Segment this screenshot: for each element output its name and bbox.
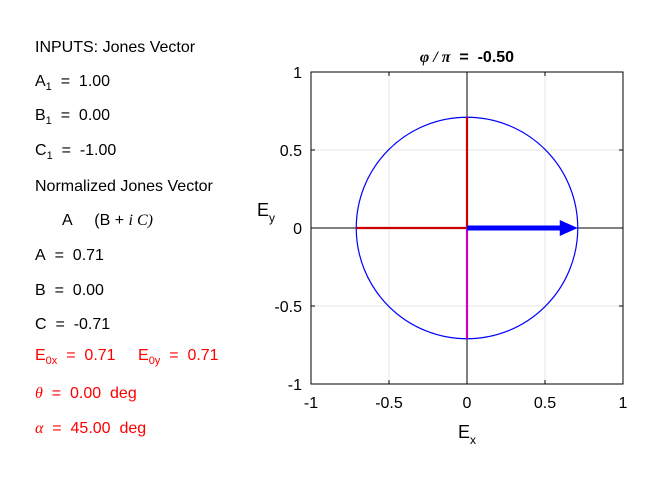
x-axis-label: Ex [458,422,476,447]
e0y-sub: 0y [148,355,161,367]
normalized-a-row: A = 0.71 [35,247,104,264]
e0y-label: E [138,347,149,364]
y-tick-label: 0.5 [280,143,302,160]
normalized-a-label: A [35,247,46,264]
input-b-sub: 1 [45,115,52,127]
amplitude-row: E0x = 0.71 E0y = 0.71 [35,347,219,367]
e0x-sub: 0x [45,355,58,367]
normalized-b-value: 0.00 [72,282,104,299]
y-tick-label: 0 [293,221,302,238]
y-tick-label: -0.5 [274,299,302,316]
y-tick-label: 1 [293,65,302,82]
x-tick-label: -1 [304,395,318,412]
normalized-c-label: C [35,316,47,333]
theta-symbol: θ [35,385,43,402]
x-tick-label: 0 [463,395,472,412]
input-c-label: C [35,142,47,159]
input-b-row: B1 = 0.00 [35,107,111,127]
alpha-unit: deg [119,420,147,437]
input-a-value: 1.00 [78,73,111,90]
normalized-heading: Normalized Jones Vector [35,178,213,195]
theta-row: θ = 0.00 deg [35,385,137,402]
normalized-b-label: B [35,282,46,299]
normalized-b-row: B = 0.00 [35,282,104,299]
chart-title-value: -0.50 [478,49,515,66]
x-tick-label: 1 [619,395,628,412]
y-tick-label: -1 [288,377,302,394]
field-vector-arrowhead [559,220,578,236]
normalized-form-a: A [62,212,72,229]
input-a-label: A [35,73,46,90]
input-a-row: A1 = 1.00 [35,73,111,93]
alpha-row: α = 45.00 deg [35,420,147,437]
normalized-c-value: -0.71 [73,316,111,333]
normalized-form-c: C) [132,212,153,229]
normalized-c-row: C = -0.71 [35,316,111,333]
e0x-label: E [35,347,46,364]
e0x-value: 0.71 [84,347,116,364]
normalized-a-value: 0.71 [72,247,104,264]
input-c-sub: 1 [46,150,53,162]
normalized-form: A (B + i C) [62,211,153,231]
input-b-label: B [35,107,46,124]
normalized-form-i: i [128,212,133,229]
input-c-value: -1.00 [79,142,117,159]
alpha-value: 45.00 [70,420,111,437]
alpha-symbol: α [35,420,44,437]
input-a-sub: 1 [45,81,52,93]
input-b-value: 0.00 [78,107,111,124]
theta-value: 0.00 [69,385,102,402]
inputs-heading: INPUTS: Jones Vector [35,39,196,56]
chart-title: φ / π = -0.50 [420,49,514,66]
normalized-form-open: (B + [94,212,129,229]
x-tick-label: -0.5 [375,395,403,412]
y-axis-label: Ey [257,200,275,225]
theta-unit: deg [110,385,137,402]
e0y-value: 0.71 [187,347,219,364]
x-tick-label: 0.5 [534,395,556,412]
chart-title-symbol: φ / π [420,49,452,66]
input-c-row: C1 = -1.00 [35,142,117,162]
